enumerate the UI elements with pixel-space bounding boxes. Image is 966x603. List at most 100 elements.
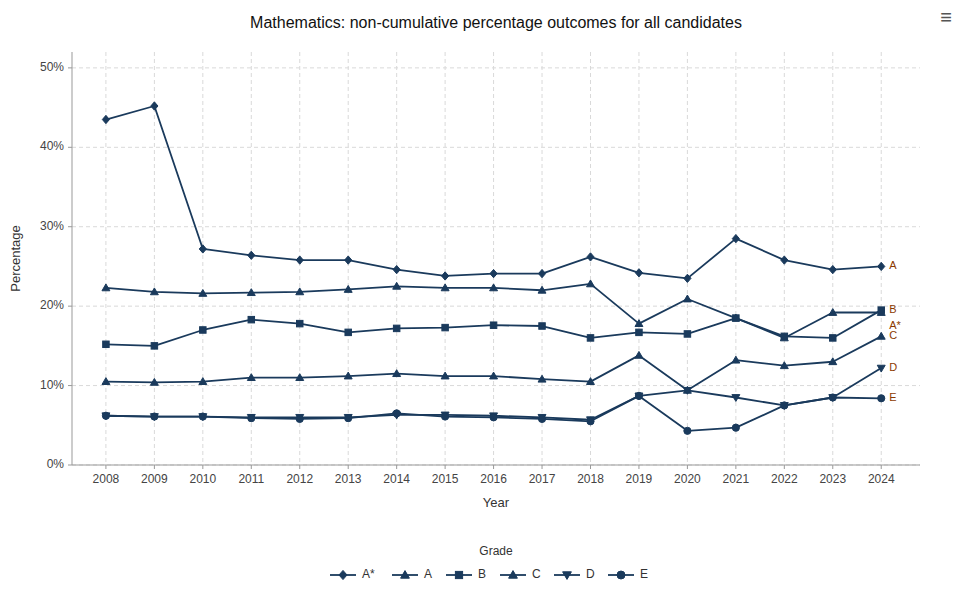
point [878, 262, 885, 270]
x-tick-label: 2009 [141, 472, 168, 486]
annotation: B [889, 303, 896, 315]
point [684, 274, 691, 282]
x-tick-label: 2016 [480, 472, 507, 486]
y-tick-label: 50% [40, 60, 64, 74]
y-tick-label: 30% [40, 219, 64, 233]
point [732, 356, 740, 363]
x-tick-label: 2019 [626, 472, 653, 486]
point [248, 251, 255, 259]
grid-line-x [881, 52, 882, 465]
title: Mathematics: non-cumulative percentage o… [250, 14, 742, 31]
point [393, 282, 401, 289]
point [247, 374, 255, 381]
point [344, 286, 352, 293]
point [102, 378, 110, 385]
point [345, 415, 352, 422]
point [732, 235, 739, 243]
point [830, 335, 836, 341]
legend-label: C [532, 567, 541, 581]
grid-line-x [493, 52, 494, 465]
point [877, 365, 885, 372]
y-tick [68, 385, 72, 386]
legend-label: A* [362, 567, 375, 581]
series [102, 365, 885, 423]
point [490, 414, 497, 421]
point [635, 320, 643, 327]
x-tick-label: 2008 [93, 472, 120, 486]
point [151, 413, 158, 420]
point [247, 289, 255, 296]
point [636, 329, 642, 335]
point [587, 378, 595, 385]
point [635, 351, 643, 358]
legend-marker [617, 571, 625, 579]
point [442, 272, 449, 280]
point [247, 414, 255, 421]
legend-marker [563, 572, 572, 580]
y-tick [68, 226, 72, 227]
point [102, 115, 109, 123]
x-tick [735, 465, 736, 469]
x-tick [590, 465, 591, 469]
x-tick [251, 465, 252, 469]
annotation: D [889, 361, 897, 373]
point [248, 316, 254, 322]
point [732, 314, 740, 321]
point [635, 393, 643, 400]
x-tick [542, 465, 543, 469]
point [345, 329, 351, 335]
point [781, 256, 788, 264]
x-tick-label: 2015 [432, 472, 459, 486]
point [200, 327, 206, 333]
grid-line-x [154, 52, 155, 465]
point [538, 269, 545, 277]
point [199, 414, 207, 421]
point [878, 307, 884, 313]
y-tick-label: 10% [40, 378, 64, 392]
series [102, 392, 885, 434]
x-tick-label: 2021 [723, 472, 750, 486]
point [829, 394, 836, 401]
point [296, 374, 304, 381]
point [248, 415, 255, 422]
x-tick-label: 2014 [383, 472, 410, 486]
point [878, 395, 885, 402]
x-tick [445, 465, 446, 469]
point [829, 309, 837, 316]
point [684, 331, 690, 337]
point [199, 378, 207, 385]
legend-label: E [640, 567, 648, 581]
point [296, 288, 304, 295]
point [441, 372, 449, 379]
point [635, 269, 642, 277]
x-tick-label: 2011 [238, 472, 264, 486]
x-tick [638, 465, 639, 469]
legend-label: A [424, 567, 432, 581]
legend-marker [401, 571, 410, 579]
point [151, 343, 157, 349]
legend-marker [339, 570, 347, 579]
point [199, 413, 206, 420]
point [199, 245, 206, 253]
series-line [106, 396, 881, 431]
legend-item: E [608, 567, 648, 581]
grid-line-x [687, 52, 688, 465]
axes: 0%10%20%30%40%50%20082009201020112012201… [40, 52, 920, 486]
legend-item: D [554, 567, 595, 581]
legend-label: D [586, 567, 595, 581]
point [393, 265, 400, 273]
grid-line-x [396, 52, 397, 465]
point [683, 295, 691, 302]
y-tick-label: 20% [40, 298, 64, 312]
point [441, 284, 449, 291]
grid-line-x [105, 52, 106, 465]
point [877, 332, 885, 339]
point [344, 372, 352, 379]
point [781, 333, 787, 339]
point [345, 256, 352, 264]
x-axis-label: Year [483, 495, 510, 510]
series [102, 280, 885, 341]
point [538, 375, 546, 382]
series-line [106, 368, 881, 420]
x-tick [154, 465, 155, 469]
